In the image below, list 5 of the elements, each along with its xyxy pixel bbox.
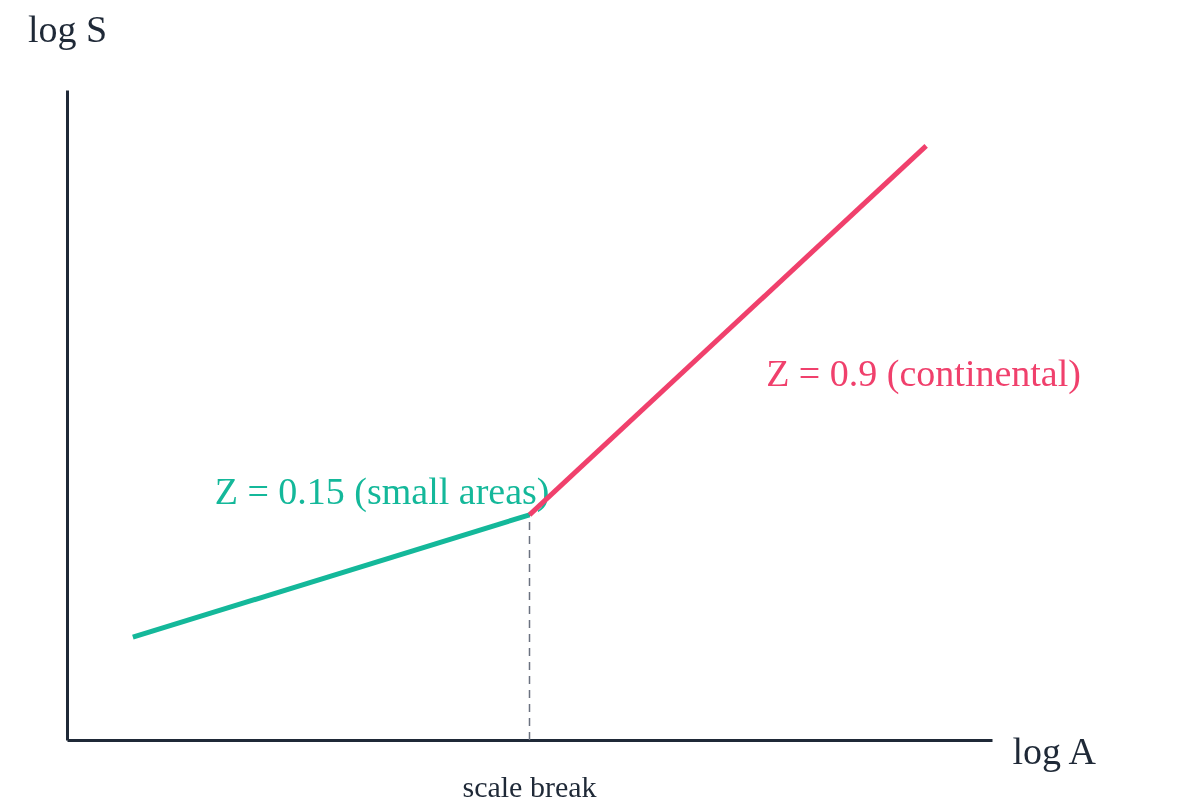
series-label: Z = 0.15 (small areas) (214, 469, 550, 513)
text: scale break (462, 770, 597, 803)
series-label: Z = 0.9 (continental) (766, 351, 1081, 395)
x-axis-title: log A (1012, 729, 1097, 772)
y-axis-title: log S (27, 7, 108, 50)
